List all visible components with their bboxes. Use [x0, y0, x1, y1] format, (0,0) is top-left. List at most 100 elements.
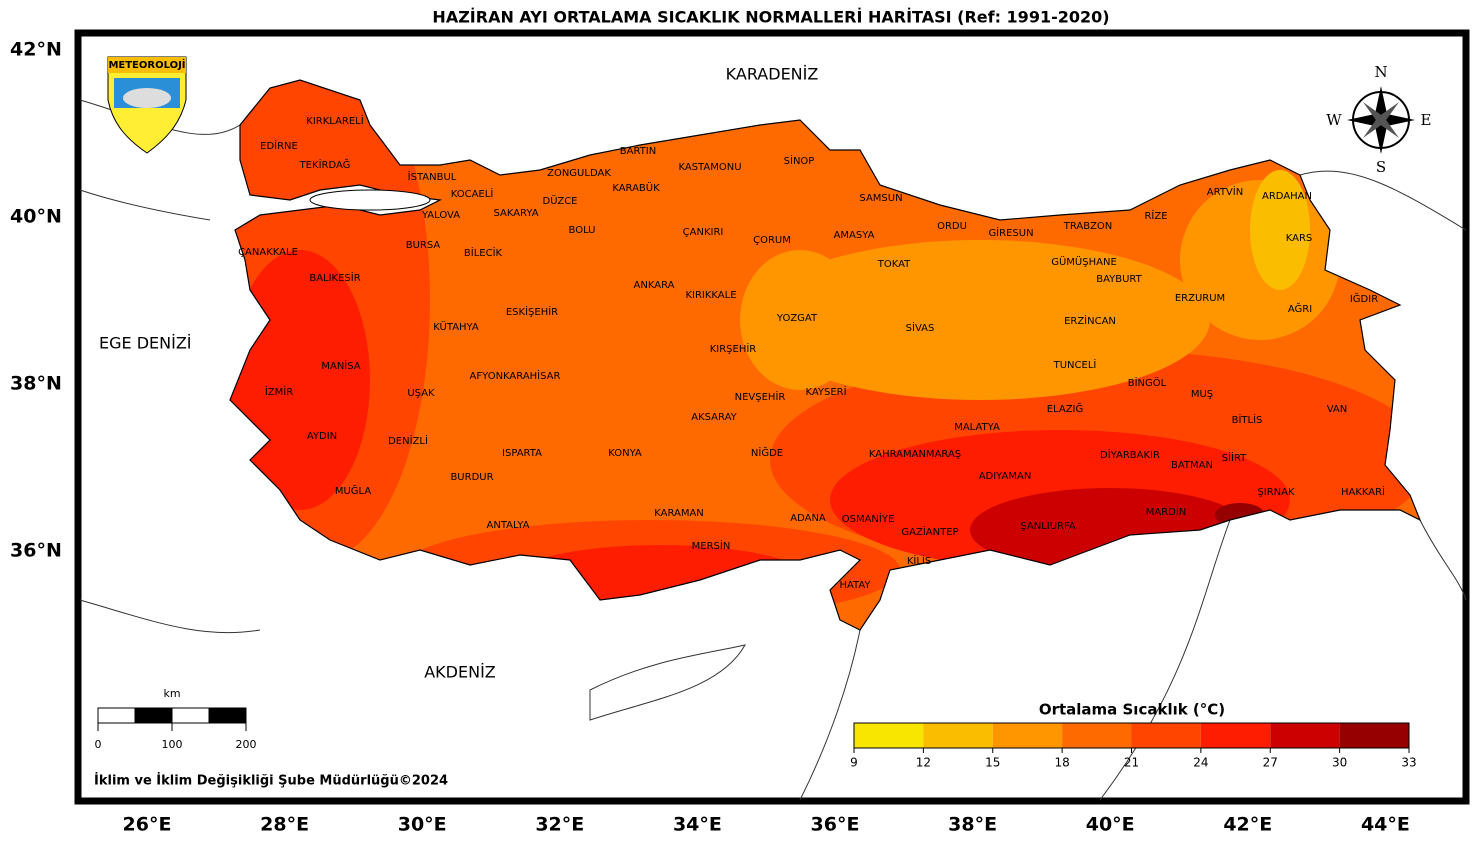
province-label: DÜZCE: [543, 194, 578, 207]
compass-letter: S: [1376, 158, 1386, 176]
compass: [1347, 86, 1415, 154]
lon-label: 44°E: [1361, 814, 1410, 836]
province-label: VAN: [1327, 404, 1348, 415]
province-label: KIRKLARELİ: [306, 114, 363, 127]
province-label: BURDUR: [450, 472, 493, 483]
province-label: MUĞLA: [335, 484, 371, 497]
province-label: KÜTAHYA: [433, 320, 479, 333]
province-label: AYDIN: [307, 431, 337, 442]
province-label: SİNOP: [784, 154, 815, 167]
province-label: ANTALYA: [487, 520, 530, 531]
province-label: ELAZIĞ: [1047, 402, 1084, 415]
province-label: ARTVİN: [1207, 185, 1243, 198]
province-label: MANİSA: [321, 359, 360, 372]
province-label: AMASYA: [834, 230, 875, 241]
province-label: KONYA: [608, 448, 642, 459]
scale-bar-segment: [171, 707, 210, 724]
province-label: GAZİANTEP: [901, 525, 958, 538]
province-label: ERZİNCAN: [1064, 314, 1116, 327]
lat-label: 40°N: [10, 206, 62, 228]
temperature-field: [230, 80, 1420, 630]
province-label: EDİRNE: [260, 139, 298, 152]
colorbar-tick-label: 9: [850, 756, 858, 770]
province-label: ARDAHAN: [1262, 191, 1312, 202]
province-label: BİLECİK: [464, 246, 503, 259]
province-label: MUŞ: [1191, 389, 1213, 400]
scale-bar-segment: [97, 707, 136, 724]
province-label: ŞANLIURFA: [1020, 521, 1075, 532]
lon-label: 40°E: [1086, 814, 1135, 836]
lon-label: 38°E: [948, 814, 997, 836]
colorbar-segment: [1200, 723, 1271, 748]
province-label: MARDİN: [1146, 505, 1187, 518]
province-label: MERSİN: [692, 539, 731, 552]
scale-bar-label: 200: [236, 738, 257, 751]
province-label: ERZURUM: [1175, 293, 1225, 304]
sea-label: EGE DENİZİ: [99, 334, 192, 353]
scale-bar-segment: [134, 707, 173, 724]
province-label: KIRŞEHİR: [710, 342, 757, 355]
province-label: KARAMAN: [654, 508, 704, 519]
province-label: KARS: [1286, 233, 1313, 244]
colorbar-tick-label: 30: [1332, 756, 1347, 770]
lon-label: 42°E: [1223, 814, 1272, 836]
lat-label: 38°N: [10, 373, 62, 395]
lon-label: 32°E: [535, 814, 584, 836]
province-label: ZONGULDAK: [547, 168, 611, 179]
province-label: İSTANBUL: [408, 170, 457, 183]
colorbar-title: Ortalama Sıcaklık (°C): [1039, 701, 1225, 719]
province-label: TUNCELİ: [1053, 358, 1097, 371]
lat-label: 42°N: [10, 39, 62, 61]
colorbar-tick-label: 21: [1124, 756, 1139, 770]
colorbar-segment: [1339, 723, 1409, 748]
province-label: HATAY: [839, 580, 871, 591]
province-label: KOCAELİ: [451, 187, 494, 200]
province-label: KİLİS: [907, 554, 931, 567]
map-title: HAZİRAN AYI ORTALAMA SICAKLIK NORMALLERİ…: [432, 8, 1109, 27]
province-label: BATMAN: [1171, 460, 1213, 471]
colorbar-tick-label: 33: [1401, 756, 1416, 770]
province-label: BİTLİS: [1232, 413, 1263, 426]
lon-label: 36°E: [811, 814, 860, 836]
province-label: ÇORUM: [753, 235, 791, 246]
province-label: BALIKESİR: [309, 271, 360, 284]
province-label: ANKARA: [634, 280, 675, 291]
province-label: TEKİRDAĞ: [299, 158, 351, 171]
province-label: KAHRAMANMARAŞ: [869, 449, 961, 460]
province-label: ÇANKIRI: [683, 227, 724, 238]
colorbar-segment: [992, 723, 1063, 748]
sea-label: AKDENİZ: [424, 663, 496, 682]
province-label: SAKARYA: [493, 208, 538, 219]
province-label: OSMANİYE: [842, 512, 895, 525]
province-label: AKSARAY: [691, 412, 737, 423]
province-label: TRABZON: [1063, 221, 1113, 232]
province-label: DENİZLİ: [388, 434, 428, 447]
colorbar-segment: [854, 723, 924, 748]
marmara-sea: [309, 189, 431, 211]
province-label: RİZE: [1144, 209, 1167, 222]
lon-label: 26°E: [123, 814, 172, 836]
lon-label: 34°E: [673, 814, 722, 836]
province-label: BOLU: [569, 225, 596, 236]
colorbar-segment: [923, 723, 993, 748]
scale-bar-label: 0: [95, 738, 102, 751]
lon-label: 28°E: [260, 814, 309, 836]
lon-label: 30°E: [398, 814, 447, 836]
neighbour-coastlines: [79, 99, 1467, 801]
province-label: BURSA: [406, 240, 441, 251]
logo: METEOROLOJİ: [107, 56, 187, 154]
province-label: ŞIRNAK: [1257, 487, 1295, 498]
colorbar-tick-label: 27: [1263, 756, 1278, 770]
colorbar-tick-label: 24: [1193, 756, 1208, 770]
scale-bar-label: 100: [162, 738, 183, 751]
province-label: KARABÜK: [612, 181, 660, 194]
province-label: GÜMÜŞHANE: [1051, 255, 1117, 268]
province-label: ORDU: [937, 221, 967, 232]
compass-letter: W: [1326, 111, 1342, 129]
province-label: NEVŞEHİR: [735, 390, 786, 403]
colorbar-tick-label: 18: [1054, 756, 1069, 770]
scale-bar-unit: km: [163, 687, 180, 700]
province-label: ADIYAMAN: [979, 471, 1032, 482]
province-label: İZMİR: [265, 385, 293, 398]
province-label: SİİRT: [1222, 451, 1247, 464]
